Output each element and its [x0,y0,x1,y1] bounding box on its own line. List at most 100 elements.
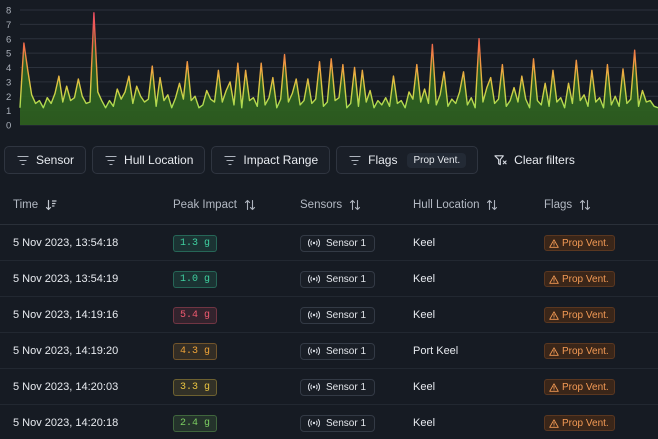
sensors-cell: Sensor 1 [300,225,376,261]
clear-filters-label: Clear filters [514,153,575,167]
signal-icon [308,274,320,284]
sensor-tag-label: Sensor 1 [326,309,367,321]
warning-icon [549,382,559,392]
flags-cell: Prop Vent. [544,261,615,297]
sensors-cell: Sensor 1 [300,369,376,405]
impact-range-filter-button[interactable]: Impact Range [211,146,331,174]
peak-impact-badge: 1.3 g [173,234,218,252]
sort-descending-icon [46,199,57,211]
sort-icon [244,199,255,211]
time-cell: 5 Nov 2023, 13:54:18 [13,237,119,249]
sensor-tag[interactable]: Sensor 1 [300,414,376,432]
flags-filter-label: Flags [368,153,398,167]
y-tick-label: 8 [6,6,11,17]
column-header-hull-location[interactable]: Hull Location [413,199,498,211]
flags-header-label: Flags [544,199,573,211]
filter-icon [224,155,236,165]
column-header-flags[interactable]: Flags [544,199,591,211]
peak-impact-cell: 1.3 g [173,225,218,261]
signal-icon [308,310,320,320]
column-header-peak-impact[interactable]: Peak Impact [173,199,256,211]
peak-impact-badge: 4.3 g [173,342,218,360]
flag-badge[interactable]: Prop Vent. [544,415,615,431]
peak-impact-badge: 3.3 g [173,378,218,396]
filter-icon [105,155,117,165]
warning-icon [549,418,559,428]
hull-location-cell: Keel [413,237,436,249]
y-tick-label: 5 [6,49,11,60]
hull-location-cell: Port Keel [413,345,459,357]
signal-icon [308,238,320,248]
sensor-tag[interactable]: Sensor 1 [300,378,376,396]
table-row[interactable]: 5 Nov 2023, 14:19:16 5.4 g Sensor 1 Keel [0,297,658,333]
filter-icon [17,155,28,165]
sensor-tag-label: Sensor 1 [326,417,367,429]
table-row[interactable]: 5 Nov 2023, 14:19:20 4.3 g Sensor 1 Port… [0,333,658,369]
sort-icon [580,199,591,211]
flags-filter-button[interactable]: Flags Prop Vent. [336,146,479,174]
time-cell: 5 Nov 2023, 14:20:18 [13,417,119,429]
hull-location-filter-button[interactable]: Hull Location [92,146,206,174]
warning-icon [549,274,559,284]
warning-icon [549,346,559,356]
sensor-filter-button[interactable]: Sensor [4,146,87,174]
flag-badge[interactable]: Prop Vent. [544,379,615,395]
signal-icon [308,418,320,428]
sensor-tag[interactable]: Sensor 1 [300,234,376,252]
sensor-tag[interactable]: Sensor 1 [300,306,376,324]
column-header-time[interactable]: Time [13,199,57,211]
flags-cell: Prop Vent. [544,225,615,261]
sensor-filter-label: Sensor [36,153,75,167]
flag-badge-label: Prop Vent. [562,417,609,429]
impact-chart: 8 7 6 5 4 3 2 1 0 [6,6,658,132]
hull-location-cell: Keel [413,273,436,285]
flag-badge[interactable]: Prop Vent. [544,307,615,323]
flags-cell: Prop Vent. [544,369,615,405]
flag-badge[interactable]: Prop Vent. [544,271,615,287]
y-tick-label: 2 [6,92,11,103]
time-cell: 5 Nov 2023, 14:19:20 [13,345,119,357]
peak-impact-header-label: Peak Impact [173,199,237,211]
header-divider [0,224,658,225]
hull-location-cell: Keel [413,417,436,429]
flag-badge-label: Prop Vent. [562,237,609,249]
column-header-sensors[interactable]: Sensors [300,199,361,211]
sort-icon [487,199,498,211]
table-row[interactable]: 5 Nov 2023, 14:20:18 2.4 g Sensor 1 Keel [0,405,658,439]
flags-cell: Prop Vent. [544,405,615,439]
table-row[interactable]: 5 Nov 2023, 14:20:03 3.3 g Sensor 1 Keel [0,369,658,405]
table-header: Time Peak Impact Sensors Hull Location F… [0,187,658,225]
hull-location-cell: Keel [413,309,436,321]
peak-impact-badge: 2.4 g [173,414,218,432]
peak-impact-badge: 5.4 g [173,306,218,324]
table-row[interactable]: 5 Nov 2023, 13:54:19 1.0 g Sensor 1 Keel [0,261,658,297]
flags-cell: Prop Vent. [544,297,615,333]
peak-impact-cell: 5.4 g [173,297,218,333]
flag-badge[interactable]: Prop Vent. [544,343,615,359]
peak-impact-cell: 4.3 g [173,333,218,369]
y-tick-label: 4 [6,63,11,74]
flag-badge[interactable]: Prop Vent. [544,235,615,251]
table-row[interactable]: 5 Nov 2023, 13:54:18 1.3 g Sensor 1 Keel [0,225,658,261]
sensor-tag[interactable]: Sensor 1 [300,342,376,360]
time-cell: 5 Nov 2023, 14:19:16 [13,309,119,321]
peak-impact-cell: 1.0 g [173,261,218,297]
flags-filter-chip[interactable]: Prop Vent. [407,152,467,168]
y-tick-label: 6 [6,34,11,45]
sensor-tag[interactable]: Sensor 1 [300,270,376,288]
flag-badge-label: Prop Vent. [562,273,609,285]
filter-bar: Sensor Hull Location Impact Range Flags … [4,146,585,174]
time-cell: 5 Nov 2023, 14:20:03 [13,381,119,393]
impact-area [20,12,658,126]
warning-icon [549,310,559,320]
warning-icon [549,238,559,248]
flag-badge-label: Prop Vent. [562,309,609,321]
sensor-tag-label: Sensor 1 [326,237,367,249]
hull-location-filter-label: Hull Location [124,153,194,167]
hull-location-cell: Keel [413,381,436,393]
clear-filters-button[interactable]: Clear filters [484,146,585,174]
sensor-tag-label: Sensor 1 [326,273,367,285]
peak-impact-badge: 1.0 g [173,270,218,288]
sensor-tag-label: Sensor 1 [326,381,367,393]
sensors-cell: Sensor 1 [300,405,376,439]
